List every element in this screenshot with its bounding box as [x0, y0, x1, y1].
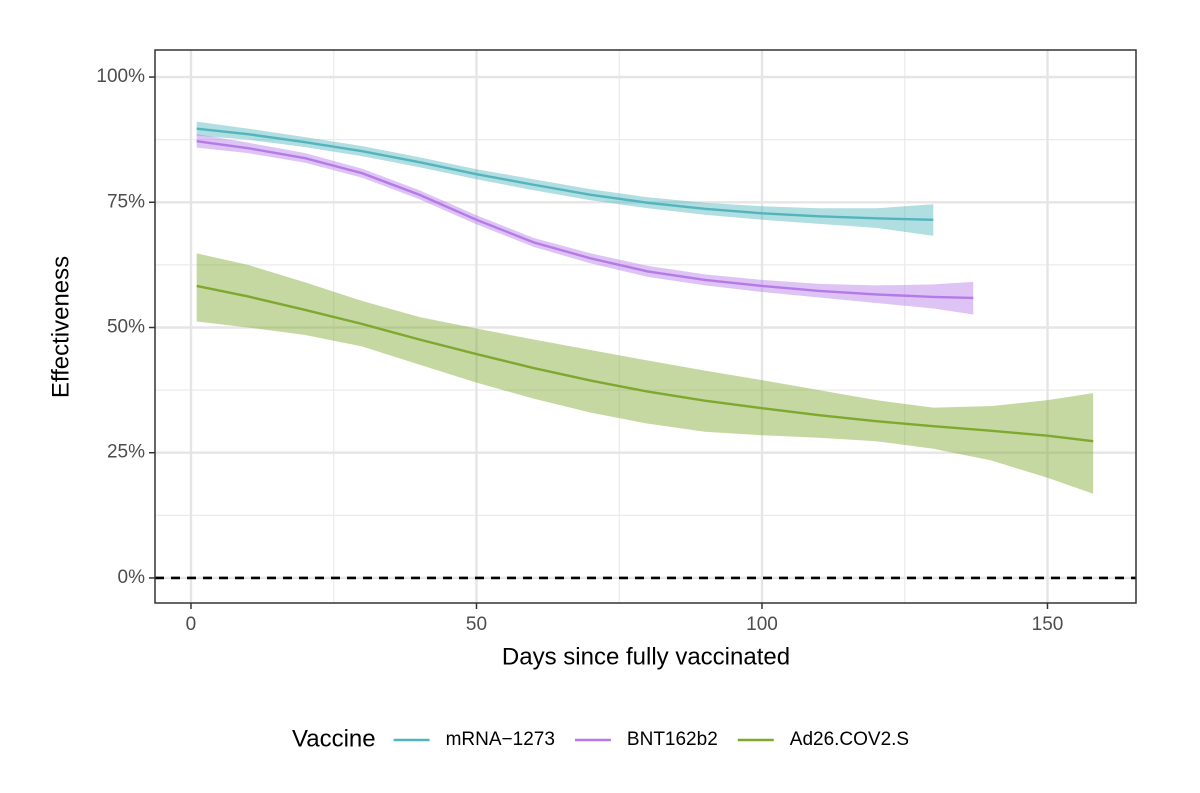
x-tick-label: 50 — [466, 614, 487, 635]
confidence-band — [196, 253, 1094, 494]
legend-title: Vaccine — [292, 725, 376, 752]
panel-border — [154, 49, 1137, 604]
confidence-band — [196, 121, 934, 236]
y-axis-title: Effectiveness — [47, 256, 74, 398]
line — [196, 139, 974, 300]
x-tick-label: 100 — [746, 614, 778, 635]
legend-label: Ad26.COV2.S — [790, 729, 909, 750]
x-tick-label: 150 — [1032, 614, 1064, 635]
line — [196, 284, 1094, 443]
y-tick-label: 75% — [107, 191, 145, 212]
legend-label: BNT162b2 — [627, 729, 718, 750]
line — [196, 127, 934, 222]
x-tick-label: 0 — [186, 614, 197, 635]
x-axis-title: Days since fully vaccinated — [502, 643, 790, 670]
y-tick-label: 50% — [107, 317, 145, 338]
y-tick-label: 25% — [107, 442, 145, 463]
legend: Vaccine mRNA−1273 BNT162b2 Ad26.COV2.S — [292, 725, 909, 752]
y-tick-label: 100% — [96, 66, 145, 87]
y-tick-label: 0% — [118, 567, 146, 588]
legend-label: mRNA−1273 — [446, 729, 555, 750]
